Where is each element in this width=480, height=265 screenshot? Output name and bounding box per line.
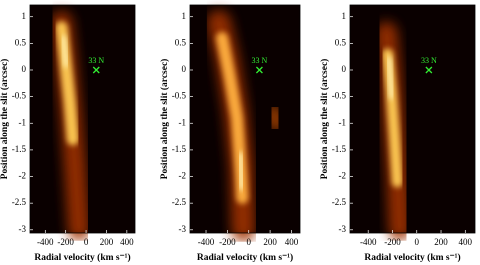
y-tick-label: -1 <box>179 117 187 127</box>
y-tick-label: -0.5 <box>332 91 347 101</box>
marker <box>425 66 433 74</box>
emission <box>62 6 96 230</box>
marker-label: 33 N <box>421 56 437 65</box>
emission-feature <box>273 113 276 124</box>
x-tick-label: 200 <box>434 237 448 247</box>
x-tick-label: -200 <box>219 237 236 247</box>
y-tick-label: -2 <box>339 171 347 181</box>
x-tick-label: -400 <box>360 237 377 247</box>
frame <box>189 4 301 234</box>
x-tick-label: 200 <box>263 237 277 247</box>
x-tick-label: -200 <box>57 237 74 247</box>
frame <box>349 4 476 234</box>
y-tick-label: -0.5 <box>12 91 27 101</box>
y-tick-label: 0.5 <box>335 37 347 47</box>
y-tick-label: 0 <box>182 64 187 74</box>
x-tick-label: 400 <box>120 237 134 247</box>
x-tick-label: 0 <box>246 237 251 247</box>
y-tick-label: -3 <box>179 224 187 234</box>
marker-label: 33 N <box>252 56 268 65</box>
y-axis-label: Position along the slit (arcsec) <box>319 59 330 180</box>
frame <box>29 4 136 234</box>
marker <box>255 66 263 74</box>
y-tick-label: -2.5 <box>12 197 27 207</box>
x-axis-label: Radial velocity (km s⁻¹) <box>34 252 130 263</box>
y-axis-label: Position along the slit (arcsec) <box>159 59 170 180</box>
y-tick-label: 0.5 <box>175 37 187 47</box>
y-tick-label: 0 <box>22 64 27 74</box>
emission <box>386 6 426 230</box>
emission-feature <box>63 38 66 65</box>
y-tick-label: -3 <box>19 224 27 234</box>
emission-feature <box>389 59 392 96</box>
y-tick-label: -2.5 <box>332 197 347 207</box>
y-tick-label: -1.5 <box>172 144 187 154</box>
y-tick-label: -0.5 <box>172 91 187 101</box>
x-tick-label: -200 <box>384 237 401 247</box>
y-tick-label: 1 <box>182 11 187 21</box>
y-tick-label: -3 <box>339 224 347 234</box>
y-tick-label: 1 <box>342 11 347 21</box>
x-tick-label: 400 <box>459 237 473 247</box>
y-tick-label: 0 <box>342 64 347 74</box>
y-tick-label: -2 <box>179 171 187 181</box>
x-tick-label: -400 <box>198 237 215 247</box>
x-tick-label: -400 <box>37 237 54 247</box>
y-tick-label: -1 <box>19 117 27 127</box>
y-tick-label: 0.5 <box>15 37 27 47</box>
y-tick-label: -1 <box>339 117 347 127</box>
y-tick-label: 1 <box>22 11 27 21</box>
x-tick-label: 0 <box>414 237 419 247</box>
emission <box>219 6 277 230</box>
image-background <box>350 5 475 233</box>
y-tick-label: -2 <box>19 171 27 181</box>
x-tick-label: 200 <box>100 237 114 247</box>
y-axis-label: Position along the slit (arcsec) <box>0 59 10 180</box>
x-axis-label: Radial velocity (km s⁻¹) <box>197 252 293 263</box>
emission-feature <box>240 155 242 187</box>
y-tick-label: -2.5 <box>172 197 187 207</box>
x-tick-label: 400 <box>285 237 299 247</box>
y-tick-label: -1.5 <box>12 144 27 154</box>
x-tick-label: 0 <box>84 237 89 247</box>
x-axis-label: Radial velocity (km s⁻¹) <box>364 252 460 263</box>
marker-label: 33 N <box>88 56 104 65</box>
marker <box>92 66 100 74</box>
y-tick-label: -1.5 <box>332 144 347 154</box>
